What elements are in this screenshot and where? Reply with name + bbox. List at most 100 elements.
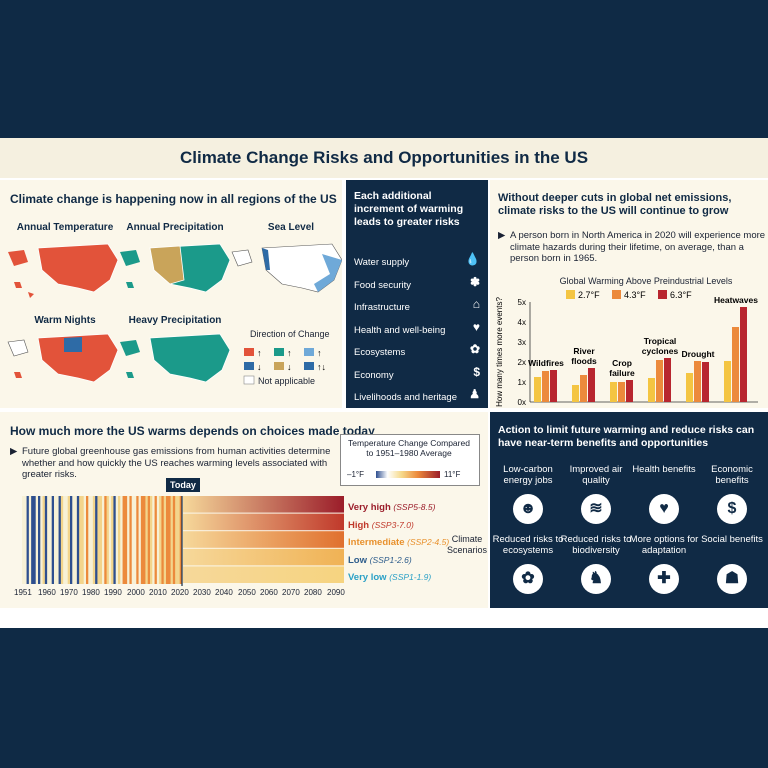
stripe	[115, 496, 119, 584]
footer-link[interactable]: nca2023.globalchange.gov	[515, 612, 643, 623]
stripe	[88, 496, 91, 584]
temp-legend-title: Temperature Change Compared to 1951–1980…	[348, 438, 470, 458]
stripe	[140, 496, 144, 584]
scenario-label: Very high (SSP5-8.5)	[348, 502, 435, 513]
stripe	[92, 496, 96, 584]
stripe	[70, 496, 73, 584]
stripe	[79, 496, 82, 584]
category-label: cyclones	[642, 346, 679, 356]
risk-item: Ecosystems ✿	[354, 342, 484, 358]
legend-label: 2.7°F	[578, 290, 600, 300]
benefit-label: Reduced risks to ecosystems	[492, 534, 564, 556]
water-drop-icon: 💧	[465, 252, 480, 266]
map-title-warm-nights: Warm Nights	[34, 315, 96, 326]
stripe	[42, 496, 46, 584]
scenario-band	[183, 513, 344, 531]
stripe	[147, 496, 151, 584]
scenario-band	[183, 566, 344, 583]
stripe	[33, 496, 37, 584]
bar	[686, 373, 693, 402]
benefit-label: Social benefits	[701, 534, 763, 545]
category-label: failure	[609, 368, 635, 378]
year-tick: 1990	[104, 588, 122, 597]
legend-swatch	[658, 290, 667, 299]
risk-item: Infrastructure ⌂	[354, 297, 484, 313]
scenario-band	[183, 548, 344, 566]
svg-text:↑↓: ↑↓	[317, 362, 326, 372]
stripe	[104, 496, 107, 584]
y-tick-label: 1x	[518, 378, 526, 387]
year-axis: 1951 1960 1970 1980 1990 2000 2010 2020 2030 2040…	[0, 588, 360, 600]
scenario-label: High (SSP3-7.0)	[348, 520, 414, 531]
stripe	[175, 496, 178, 584]
stripe	[72, 496, 75, 584]
year-tick: 2040	[215, 588, 233, 597]
scenario-name: Very high	[348, 502, 394, 513]
stripe	[120, 496, 123, 584]
footer-program: U.S. Global Change Research Program	[310, 612, 495, 623]
category-label: Heatwaves	[714, 295, 758, 305]
legend-label: 4.3°F	[624, 290, 646, 300]
map-title-heavy-precipitation: Heavy Precipitation	[128, 315, 222, 326]
stripe	[97, 496, 101, 584]
stripe	[108, 496, 112, 584]
category-label: Wildfires	[528, 358, 564, 368]
warming-heading: How much more the US warms depends on ch…	[10, 424, 375, 438]
year-tick: 1960	[38, 588, 56, 597]
today-label: Today	[166, 478, 200, 492]
stripe	[56, 496, 59, 584]
year-tick: 2060	[260, 588, 278, 597]
y-tick-label: 2x	[518, 358, 526, 367]
scenario-name: High	[348, 519, 372, 531]
stripe	[113, 496, 117, 584]
temp-legend-max: 11°F	[444, 470, 461, 479]
stripe	[106, 496, 110, 584]
stripe	[127, 496, 130, 584]
risk-item-label: Food security	[354, 279, 412, 291]
title-band	[0, 138, 768, 178]
year-tick: 2050	[238, 588, 256, 597]
legend-not-applicable: Not applicable	[258, 376, 316, 386]
category-label: Crop	[612, 358, 632, 368]
stripe	[152, 496, 155, 584]
scenario-name: Very low	[348, 572, 390, 584]
bar	[542, 371, 549, 402]
worker-icon: ☻	[513, 494, 543, 524]
benefit-label: Reduced risks to biodiversity	[560, 534, 632, 556]
stripe	[124, 496, 128, 584]
benefit-item: Health benefits ♥	[630, 464, 698, 532]
legend-title: Direction of Change	[250, 329, 330, 339]
benefit-item: Improved air quality ≋	[562, 464, 630, 532]
risks-heading: Each additional increment of warming lea…	[354, 190, 464, 228]
stripe	[118, 496, 121, 584]
stripe	[49, 496, 53, 584]
bar	[534, 377, 541, 402]
building-icon: ⌂	[472, 297, 480, 311]
stripe	[170, 496, 174, 584]
stripe	[179, 496, 183, 584]
y-tick-label: 0x	[518, 398, 526, 407]
stripe	[138, 496, 142, 584]
risk-item-label: Infrastructure	[354, 302, 410, 313]
bar	[648, 378, 655, 402]
stripe	[86, 496, 89, 584]
page-title: Climate Change Risks and Opportunities i…	[179, 148, 589, 167]
temp-legend-gradient	[376, 471, 440, 478]
risk-item-label: Economy	[354, 369, 394, 381]
year-tick: 2010	[149, 588, 167, 597]
benefit-label: Improved air quality	[569, 464, 623, 486]
stripe	[63, 496, 66, 584]
year-tick: 1970	[60, 588, 78, 597]
scenario-label: Intermediate (SSP2-4.5)	[348, 537, 449, 548]
bar	[740, 307, 747, 402]
benefit-item: More options for adaptation ✚	[630, 534, 698, 602]
year-tick: 2080	[304, 588, 322, 597]
stripe	[38, 496, 41, 584]
stripe	[90, 496, 94, 584]
bar	[694, 361, 701, 402]
bullet-arrow-icon: ▶	[10, 446, 18, 457]
stripe	[131, 496, 135, 584]
stripe	[28, 496, 32, 584]
puzzle-icon: ✚	[649, 564, 679, 594]
bar-chart: 0x 1x 2x 3x 4x 5x How many times more events? 2…	[495, 290, 758, 407]
